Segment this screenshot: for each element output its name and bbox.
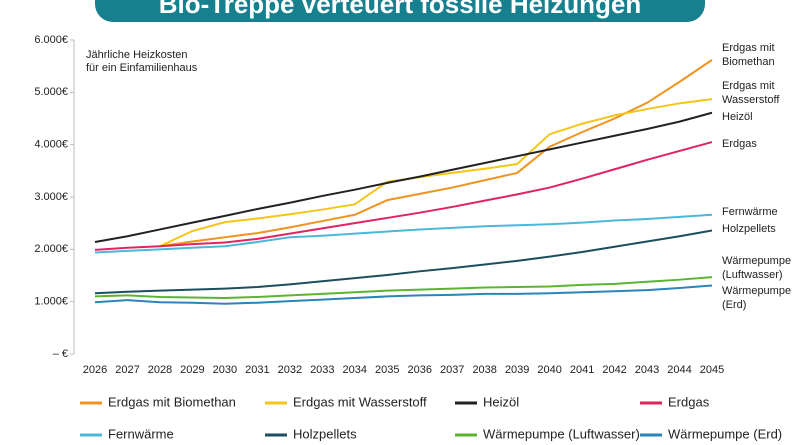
end-label: Heizöl [722, 111, 753, 123]
annotation: Jährliche Heizkosten [86, 49, 188, 61]
x-tick-label: 2035 [375, 364, 399, 376]
y-tick-label: 6.000€ [34, 34, 68, 46]
y-tick-label: 1.000€ [34, 296, 68, 308]
x-tick-label: 2037 [440, 364, 464, 376]
legend-label: Erdgas mit Biomethan [108, 394, 236, 409]
y-tick-label: 5.000€ [34, 86, 68, 98]
legend-label: Holzpellets [293, 426, 357, 441]
series-line [94, 284, 713, 305]
x-tick-label: 2034 [343, 364, 367, 376]
end-label: Erdgas mit [722, 42, 775, 54]
end-label: Wasserstoff [722, 94, 780, 106]
legend-label: Wärmepumpe (Luftwasser) [483, 426, 640, 441]
legend-label: Wärmepumpe (Erd) [668, 426, 782, 441]
legend-label: Heizöl [483, 394, 519, 409]
legend-label: Fernwärme [108, 426, 174, 441]
series-line [94, 276, 713, 300]
x-tick-label: 2030 [213, 364, 237, 376]
end-label: Wärmepumpe [722, 255, 791, 267]
end-label: (Luftwasser) [722, 269, 783, 281]
end-label: Holzpellets [722, 223, 776, 235]
series-line [94, 111, 713, 243]
x-tick-label: 2033 [310, 364, 334, 376]
y-tick-label: 2.000€ [34, 243, 68, 255]
x-tick-label: 2044 [667, 364, 691, 376]
series-line [159, 59, 713, 248]
series-line [94, 141, 713, 251]
x-tick-label: 2040 [537, 364, 561, 376]
series-line [94, 213, 713, 254]
end-label: Biomethan [722, 56, 775, 68]
y-tick-label: 3.000€ [34, 191, 68, 203]
end-label: Erdgas mit [722, 80, 775, 92]
series-line [159, 98, 713, 248]
title-banner [95, 0, 705, 22]
x-tick-label: 2027 [115, 364, 139, 376]
x-tick-label: 2042 [602, 364, 626, 376]
end-label: Fernwärme [722, 206, 778, 218]
x-tick-label: 2045 [700, 364, 724, 376]
x-tick-label: 2043 [635, 364, 659, 376]
end-label: Wärmepumpe [722, 285, 791, 297]
series-line [94, 229, 713, 295]
x-tick-label: 2036 [407, 364, 431, 376]
x-tick-label: 2031 [245, 364, 269, 376]
x-tick-label: 2029 [180, 364, 204, 376]
legend-label: Erdgas mit Wasserstoff [293, 394, 427, 409]
x-tick-label: 2026 [83, 364, 107, 376]
x-tick-label: 2038 [472, 364, 496, 376]
end-label: (Erd) [722, 299, 746, 311]
chart-title: Bio-Treppe verteuert fossile Heizungen [159, 0, 642, 19]
annotation: für ein Einfamilienhaus [86, 62, 198, 74]
legend-label: Erdgas [668, 394, 710, 409]
y-tick-label: – € [53, 348, 68, 360]
x-tick-label: 2041 [570, 364, 594, 376]
x-tick-label: 2032 [278, 364, 302, 376]
y-tick-label: 4.000€ [34, 139, 68, 151]
end-label: Erdgas [722, 138, 757, 150]
x-tick-label: 2028 [148, 364, 172, 376]
x-tick-label: 2039 [505, 364, 529, 376]
